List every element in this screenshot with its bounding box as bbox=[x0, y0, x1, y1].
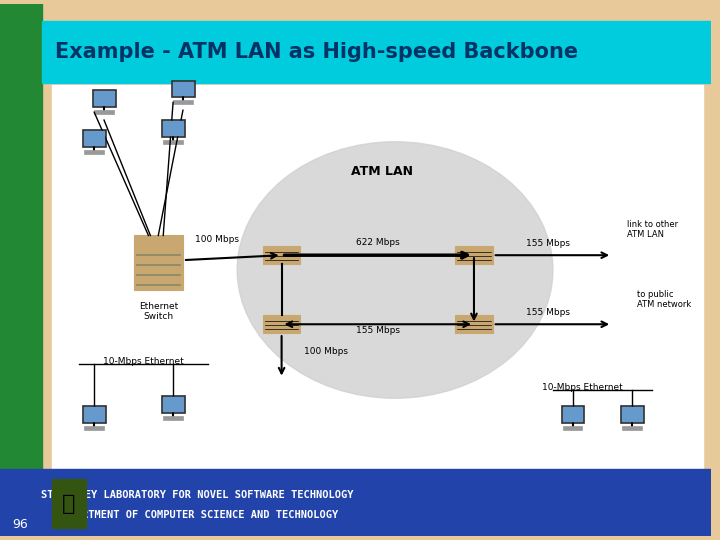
Bar bbox=[84, 407, 104, 421]
Text: 10-Mbps Ethernet: 10-Mbps Ethernet bbox=[542, 383, 623, 393]
Text: 155 Mbps: 155 Mbps bbox=[356, 326, 400, 335]
Bar bbox=[561, 405, 585, 423]
Text: ATM LAN: ATM LAN bbox=[351, 165, 413, 178]
Bar bbox=[94, 110, 114, 114]
Bar bbox=[84, 150, 104, 153]
Bar bbox=[92, 90, 116, 107]
Bar bbox=[163, 140, 183, 144]
Bar bbox=[622, 426, 642, 430]
Text: Example - ATM LAN as High-speed Backbone: Example - ATM LAN as High-speed Backbone bbox=[55, 42, 578, 62]
Bar bbox=[163, 121, 183, 135]
Text: 622 Mbps: 622 Mbps bbox=[356, 238, 400, 247]
Bar bbox=[84, 131, 104, 145]
Text: STATE KEY LABORATORY FOR NOVEL SOFTWARE TECHNOLOGY: STATE KEY LABORATORY FOR NOVEL SOFTWARE … bbox=[42, 490, 354, 500]
Bar bbox=[52, 479, 86, 529]
Text: 96: 96 bbox=[12, 518, 28, 531]
Bar bbox=[161, 119, 185, 137]
Text: link to other
ATM LAN: link to other ATM LAN bbox=[627, 220, 678, 239]
Bar bbox=[455, 246, 492, 264]
Bar bbox=[263, 315, 300, 333]
Bar bbox=[1, 469, 711, 536]
Text: 10-Mbps Ethernet: 10-Mbps Ethernet bbox=[103, 357, 184, 366]
Bar bbox=[622, 407, 642, 421]
Bar bbox=[82, 129, 106, 147]
Bar bbox=[52, 85, 703, 469]
Ellipse shape bbox=[237, 142, 553, 398]
Bar bbox=[42, 22, 711, 83]
Bar bbox=[82, 405, 106, 423]
Bar bbox=[263, 246, 300, 264]
Bar bbox=[84, 426, 104, 430]
Text: Ethernet
Switch: Ethernet Switch bbox=[139, 301, 178, 321]
Text: 🛡: 🛡 bbox=[62, 494, 75, 514]
Text: 100 Mbps: 100 Mbps bbox=[195, 235, 240, 245]
Bar bbox=[171, 79, 195, 97]
Bar bbox=[563, 407, 582, 421]
Text: to public
ATM network: to public ATM network bbox=[636, 290, 691, 309]
Bar bbox=[620, 405, 644, 423]
Text: 100 Mbps: 100 Mbps bbox=[304, 347, 348, 356]
Bar bbox=[163, 416, 183, 420]
Bar bbox=[563, 426, 582, 430]
Text: DEPARTMENT OF COMPUTER SCIENCE AND TECHNOLOGY: DEPARTMENT OF COMPUTER SCIENCE AND TECHN… bbox=[57, 510, 338, 519]
Text: 155 Mbps: 155 Mbps bbox=[526, 239, 570, 248]
Bar bbox=[455, 315, 492, 333]
Bar bbox=[173, 100, 193, 104]
Bar bbox=[94, 91, 114, 105]
Bar bbox=[1, 4, 42, 536]
Text: 155 Mbps: 155 Mbps bbox=[526, 308, 570, 318]
Bar bbox=[163, 397, 183, 411]
Bar bbox=[161, 395, 185, 413]
Bar bbox=[173, 82, 193, 96]
Bar bbox=[134, 235, 183, 290]
